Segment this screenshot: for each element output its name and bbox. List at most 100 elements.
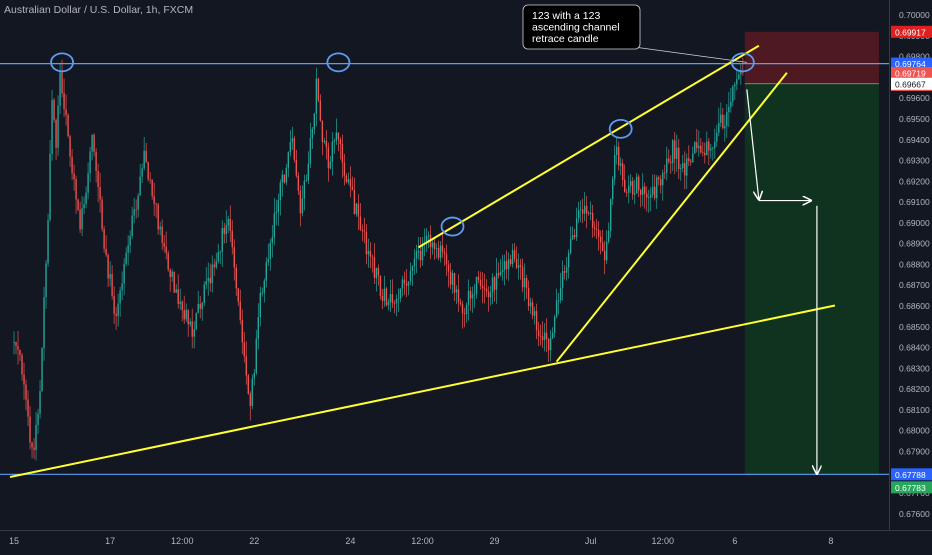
candle-body: [732, 86, 734, 102]
channel-lower-trendline[interactable]: [555, 72, 788, 363]
candle: [155, 202, 157, 218]
candle: [676, 134, 678, 172]
candle-body: [125, 252, 127, 264]
price-tick-label: 0.68400: [899, 343, 930, 353]
candle: [277, 193, 280, 226]
candle: [319, 94, 322, 122]
candle-body: [299, 190, 302, 214]
candle-body: [95, 151, 97, 172]
candle-body: [593, 227, 596, 229]
candle-body: [672, 140, 674, 164]
candle: [619, 157, 622, 176]
candle: [427, 231, 430, 249]
candle: [694, 140, 696, 154]
candle: [325, 129, 328, 160]
candle-body: [613, 155, 616, 179]
candle-body: [201, 303, 203, 309]
candle-body: [417, 251, 420, 252]
candle: [593, 221, 596, 237]
candle: [455, 285, 458, 305]
callout-box[interactable]: [522, 4, 641, 50]
candle: [17, 330, 19, 365]
candle: [607, 222, 610, 244]
candle: [503, 254, 506, 286]
candle: [347, 172, 350, 185]
candle: [682, 154, 684, 173]
candle: [351, 176, 354, 191]
candle-body: [642, 186, 644, 195]
candle-body: [569, 239, 572, 253]
candle-body: [19, 349, 21, 356]
candle-body: [567, 252, 570, 268]
candle: [650, 187, 652, 212]
candle-body: [708, 141, 710, 151]
highlight-circle[interactable]: [730, 52, 755, 73]
candle-body: [375, 268, 378, 278]
candle: [205, 267, 207, 290]
candle-body: [233, 247, 235, 268]
candle-body: [555, 300, 558, 317]
candle: [379, 275, 382, 300]
candle-body: [121, 283, 123, 291]
candle: [666, 146, 668, 181]
candle-body: [447, 264, 450, 272]
time-tick-label: 15: [9, 536, 19, 546]
candle: [259, 286, 261, 327]
candle-body: [371, 256, 374, 258]
candle: [311, 126, 314, 149]
candle-body: [674, 140, 676, 159]
candle-body: [351, 186, 354, 191]
candle-body: [151, 179, 153, 197]
candle: [599, 230, 602, 255]
candle: [391, 279, 394, 308]
candle: [61, 59, 63, 98]
candle: [644, 182, 646, 209]
candle: [399, 288, 402, 303]
candle-body: [722, 114, 724, 129]
candle-body: [211, 264, 213, 284]
projection-arrow[interactable]: [746, 89, 759, 199]
candle-body: [585, 205, 588, 214]
candle: [668, 149, 670, 164]
candle: [680, 163, 682, 181]
candle: [459, 298, 462, 307]
candle: [29, 406, 31, 450]
price-tick-label: 0.69600: [899, 93, 930, 103]
candle-body: [223, 227, 225, 235]
time-tick-label: 29: [490, 536, 500, 546]
candle: [684, 151, 686, 190]
candle-body: [475, 276, 478, 294]
highlight-circle[interactable]: [440, 216, 465, 237]
candle: [281, 169, 284, 197]
highlight-circle[interactable]: [326, 52, 351, 73]
candle-body: [221, 227, 223, 252]
channel-upper-trendline[interactable]: [417, 44, 760, 249]
candle-body: [525, 278, 528, 288]
stop-loss-zone: [744, 31, 879, 84]
candle: [615, 137, 618, 165]
candle: [435, 243, 438, 259]
candle-body: [57, 105, 59, 148]
candle-body: [638, 176, 640, 191]
candle-body: [605, 241, 608, 261]
candle: [101, 196, 103, 232]
highlight-circle[interactable]: [50, 52, 74, 73]
candle-body: [517, 265, 520, 268]
candle-body: [419, 251, 422, 261]
candle-body: [133, 209, 135, 216]
candle: [433, 237, 436, 260]
candle-body: [529, 302, 532, 307]
long-trendline[interactable]: [9, 304, 836, 478]
highlight-circle[interactable]: [608, 118, 633, 139]
candle-body: [433, 242, 436, 249]
candle-body: [387, 302, 390, 306]
candle: [13, 331, 15, 355]
candle: [181, 300, 183, 322]
candle: [329, 156, 332, 170]
candle-body: [305, 180, 308, 182]
candle: [561, 260, 564, 301]
candle-body: [231, 230, 233, 248]
candle-body: [421, 244, 424, 261]
